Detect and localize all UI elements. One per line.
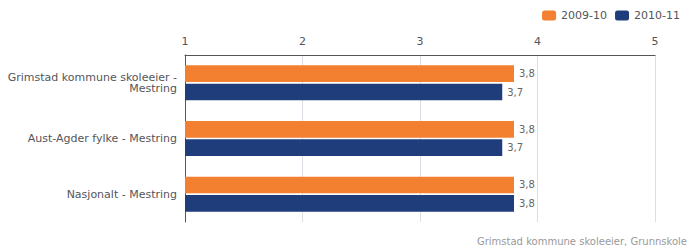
svg-text:4: 4 bbox=[534, 35, 541, 48]
svg-text:3,8: 3,8 bbox=[519, 124, 535, 135]
svg-text:Grimstad kommune skoleeier -: Grimstad kommune skoleeier - bbox=[7, 70, 177, 84]
svg-text:Aust-Agder fylke - Mestring: Aust-Agder fylke - Mestring bbox=[28, 132, 177, 145]
svg-text:3,8: 3,8 bbox=[519, 198, 535, 209]
svg-text:3,7: 3,7 bbox=[507, 142, 523, 153]
svg-text:5: 5 bbox=[652, 35, 659, 48]
svg-text:2: 2 bbox=[299, 35, 306, 48]
svg-text:2009-10: 2009-10 bbox=[561, 9, 607, 22]
svg-text:Grimstad kommune skoleeier, Gr: Grimstad kommune skoleeier, Grunnskole bbox=[477, 236, 687, 247]
svg-text:2010-11: 2010-11 bbox=[634, 9, 680, 22]
svg-text:3,8: 3,8 bbox=[519, 179, 535, 190]
svg-text:Nasjonalt - Mestring: Nasjonalt - Mestring bbox=[67, 188, 177, 201]
svg-text:3: 3 bbox=[417, 35, 424, 48]
svg-text:Mestring: Mestring bbox=[129, 82, 177, 95]
svg-text:3,8: 3,8 bbox=[519, 68, 535, 79]
svg-text:3,7: 3,7 bbox=[507, 87, 523, 98]
svg-text:1: 1 bbox=[182, 35, 189, 48]
